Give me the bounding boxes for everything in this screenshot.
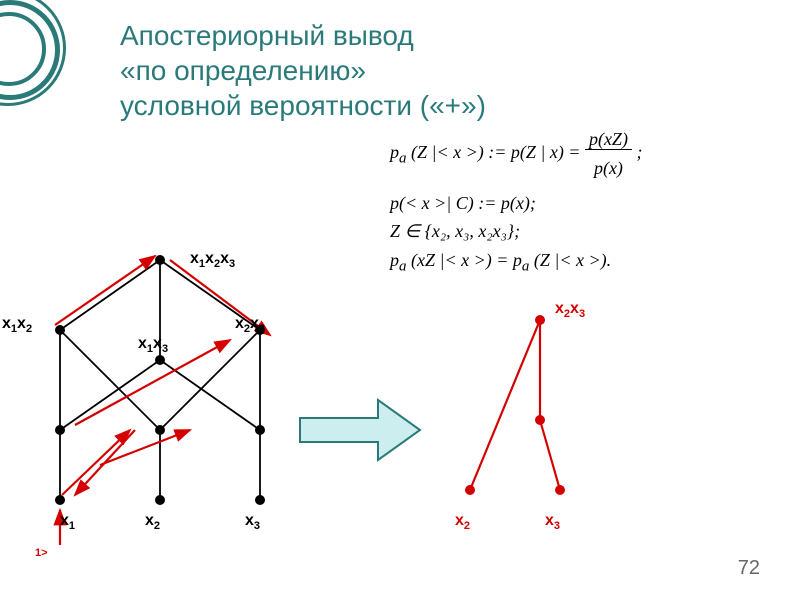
f1-fraction: p(xZ) p(x): [585, 125, 632, 183]
f1-mid: (Z |< x >) := p(Z | x) =: [411, 142, 580, 162]
f1-sub: a: [399, 151, 407, 167]
diagram-label: x1x3: [138, 335, 168, 355]
diagram-label: x2x3: [555, 300, 585, 320]
diagram-label: x3: [545, 512, 560, 532]
diagram-label: x2: [145, 512, 160, 532]
title-line-3: условной вероятности («+»): [120, 90, 486, 121]
title-line-1: Апостериорный вывод: [120, 20, 414, 51]
diagram-label: x2x3: [235, 315, 265, 335]
diagram-label: x2: [455, 512, 470, 532]
diagram-label: x1x2x3: [190, 250, 235, 270]
title-line-2: «по определению»: [120, 55, 366, 86]
diagram-label: 1>: [35, 543, 48, 561]
f1-den: p(x): [590, 158, 627, 178]
page-number: 72: [738, 557, 760, 580]
formula-2: p(< x >| C) := p(x);: [390, 189, 642, 218]
transition-arrow: [300, 400, 420, 460]
f1-num: p(xZ): [585, 129, 632, 150]
slide-title: Апостериорный вывод «по определению» усл…: [120, 18, 486, 123]
diagram-label: x3: [245, 512, 260, 532]
f1-end: ;: [636, 142, 642, 162]
f1-p: p: [390, 142, 399, 162]
result-edges: [470, 320, 560, 490]
lattice-edges: [60, 260, 260, 500]
diagram-label: x1: [60, 512, 75, 532]
diagram-stage: [0, 240, 800, 580]
formula-1: pa (Z |< x >) := p(Z | x) = p(xZ) p(x) ;: [390, 125, 642, 183]
diagram-label: x1x2: [2, 315, 32, 335]
